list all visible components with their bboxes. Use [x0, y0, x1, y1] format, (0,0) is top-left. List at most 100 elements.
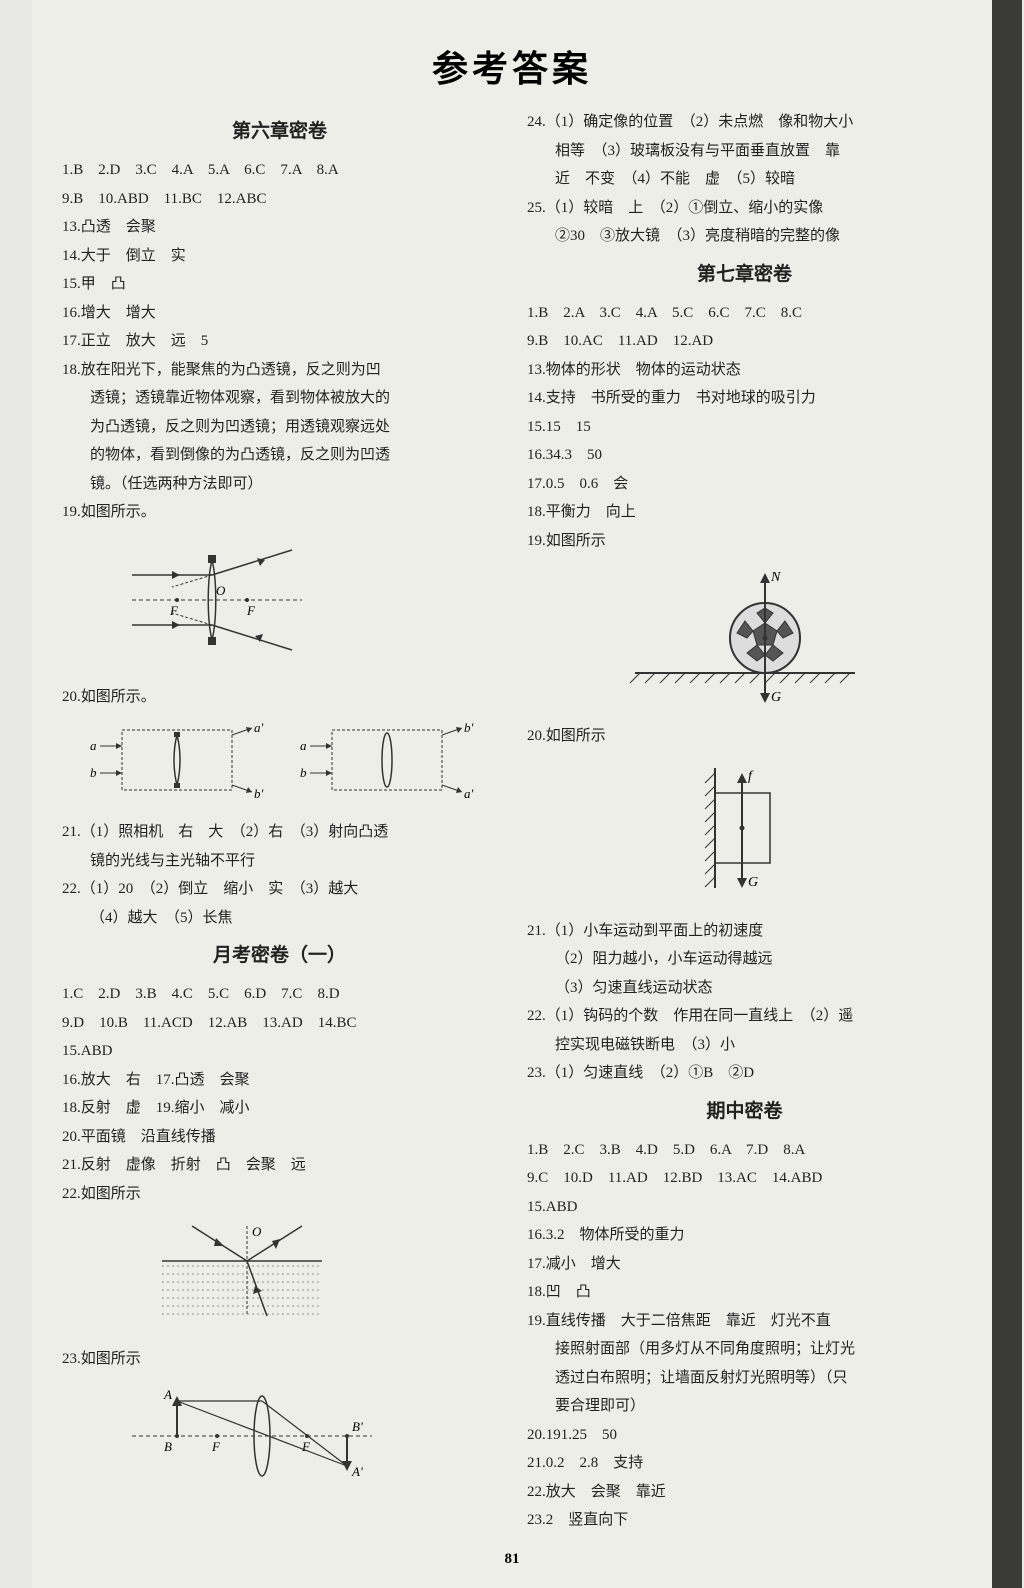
answer-line: 透过白布照明；让墙面反射灯光照明等）（只 — [527, 1364, 962, 1393]
answer-line: 22.放大 会聚 靠近 — [527, 1478, 962, 1507]
answer-line: 18.平衡力 向上 — [527, 498, 962, 527]
answer-line: （3）匀速直线运动状态 — [527, 974, 962, 1003]
section-title-monthly1: 月考密卷（一） — [62, 938, 497, 974]
page-number: 81 — [62, 1551, 962, 1568]
answer-line: 9.B 10.AC 11.AD 12.AD — [527, 327, 962, 356]
figure-ball-forces: N G — [527, 563, 962, 714]
answer-line: 14.支持 书所受的重力 书对地球的吸引力 — [527, 384, 962, 413]
svg-text:b: b — [300, 765, 307, 780]
answer-line: 16.34.3 50 — [527, 441, 962, 470]
svg-text:A: A — [163, 1387, 172, 1402]
answer-line: 17.0.5 0.6 会 — [527, 470, 962, 499]
answer-line: 控实现电磁铁断电 （3）小 — [527, 1031, 962, 1060]
answer-line: 15.ABD — [62, 1037, 497, 1066]
answer-line: 要合理即可） — [527, 1392, 962, 1421]
answer-line: 镜。（任选两种方法即可） — [62, 470, 497, 499]
answer-line: 18.放在阳光下，能聚焦的为凸透镜，反之则为凹 — [62, 356, 497, 385]
answer-line: 15.15 15 — [527, 413, 962, 442]
answer-line: 为凸透镜，反之则为凹透镜；用透镜观察远处 — [62, 413, 497, 442]
left-column: 第六章密卷 1.B 2.D 3.C 4.A 5.A 6.C 7.A 8.A 9.… — [62, 108, 497, 1535]
answer-line: 21.（1）照相机 右 大 （2）右 （3）射向凸透 — [62, 818, 497, 847]
answer-line: 17.正立 放大 远 5 — [62, 327, 497, 356]
svg-text:a: a — [300, 738, 307, 753]
answer-line: 13.物体的形状 物体的运动状态 — [527, 356, 962, 385]
answer-line: 20.平面镜 沿直线传播 — [62, 1123, 497, 1152]
answer-line: 16.增大 增大 — [62, 299, 497, 328]
section-title-ch6: 第六章密卷 — [62, 114, 497, 150]
svg-text:F: F — [211, 1439, 221, 1454]
label-O: O — [216, 583, 226, 598]
figure-lens-diagram-20: a b a' b' a b b' — [82, 720, 497, 811]
answer-line: 的物体，看到倒像的为凸透镜，反之则为凹透 — [62, 441, 497, 470]
answer-line: 23.如图所示 — [62, 1345, 497, 1374]
answer-line: 相等 （3）玻璃板没有与平面垂直放置 靠 — [527, 137, 962, 166]
answer-line: 15.甲 凸 — [62, 270, 497, 299]
svg-text:A': A' — [351, 1464, 363, 1479]
answer-line: 16.3.2 物体所受的重力 — [527, 1221, 962, 1250]
answer-line: 24.（1）确定像的位置 （2）未点燃 像和物大小 — [527, 108, 962, 137]
figure-block-wall: f G — [527, 758, 962, 909]
answer-line: 22.（1）钩码的个数 作用在同一直线上 （2）遥 — [527, 1002, 962, 1031]
answer-line: 21.0.2 2.8 支持 — [527, 1449, 962, 1478]
answer-line: 14.大于 倒立 实 — [62, 242, 497, 271]
answer-line: 13.凸透 会聚 — [62, 213, 497, 242]
label-F: F — [246, 603, 256, 618]
answer-line: 9.C 10.D 11.AD 12.BD 13.AC 14.ABD — [527, 1164, 962, 1193]
answer-line: （2）阻力越小，小车运动得越远 — [527, 945, 962, 974]
answer-line: 近 不变 （4）不能 虚 （5）较暗 — [527, 165, 962, 194]
answer-line: 1.B 2.D 3.C 4.A 5.A 6.C 7.A 8.A — [62, 156, 497, 185]
svg-text:a: a — [90, 738, 97, 753]
figure-lens-diagram-19: F F O — [102, 535, 497, 676]
answer-line: 18.凹 凸 — [527, 1278, 962, 1307]
answer-line: 17.减小 增大 — [527, 1250, 962, 1279]
answer-line: 接照射面部（用多灯从不同角度照明；让灯光 — [527, 1335, 962, 1364]
answer-line: 1.C 2.D 3.B 4.C 5.C 6.D 7.C 8.D — [62, 980, 497, 1009]
two-column-layout: 第六章密卷 1.B 2.D 3.C 4.A 5.A 6.C 7.A 8.A 9.… — [62, 108, 962, 1535]
svg-text:G: G — [771, 690, 781, 703]
svg-text:G: G — [748, 875, 758, 890]
main-title: 参考答案 — [62, 40, 962, 92]
answer-line: 21.反射 虚像 折射 凸 会聚 远 — [62, 1151, 497, 1180]
answer-line: 21.（1）小车运动到平面上的初速度 — [527, 917, 962, 946]
label-F: F — [169, 603, 179, 618]
answer-line: 9.B 10.ABD 11.BC 12.ABC — [62, 185, 497, 214]
answer-line: 透镜；透镜靠近物体观察，看到物体被放大的 — [62, 384, 497, 413]
answer-line: 19.如图所示。 — [62, 498, 497, 527]
svg-text:f: f — [748, 769, 754, 784]
svg-text:b': b' — [254, 786, 264, 800]
answer-line: 1.B 2.C 3.B 4.D 5.D 6.A 7.D 8.A — [527, 1136, 962, 1165]
answer-line: 20.191.25 50 — [527, 1421, 962, 1450]
right-column: 24.（1）确定像的位置 （2）未点燃 像和物大小 相等 （3）玻璃板没有与平面… — [527, 108, 962, 1535]
svg-text:B': B' — [352, 1419, 363, 1434]
answer-line: 15.ABD — [527, 1193, 962, 1222]
svg-text:N: N — [770, 570, 781, 585]
answer-line: 22.（1）20 （2）倒立 缩小 实 （3）越大 — [62, 875, 497, 904]
answer-line: 1.B 2.A 3.C 4.A 5.C 6.C 7.C 8.C — [527, 299, 962, 328]
answer-line: 23.2 竖直向下 — [527, 1506, 962, 1535]
answer-line: 16.放大 右 17.凸透 会聚 — [62, 1066, 497, 1095]
answer-line: 9.D 10.B 11.ACD 12.AB 13.AD 14.BC — [62, 1009, 497, 1038]
svg-text:b': b' — [464, 720, 474, 735]
answer-line: 20.如图所示 — [527, 722, 962, 751]
svg-text:b: b — [90, 765, 97, 780]
svg-text:a': a' — [254, 720, 264, 735]
answer-line: 20.如图所示。 — [62, 683, 497, 712]
answer-line: 25.（1）较暗 上 （2）①倒立、缩小的实像 — [527, 194, 962, 223]
section-title-ch7: 第七章密卷 — [527, 257, 962, 293]
answer-line: （4）越大 （5）长焦 — [62, 904, 497, 933]
svg-text:O: O — [252, 1224, 262, 1239]
answer-line: 22.如图所示 — [62, 1180, 497, 1209]
binding-edge — [992, 0, 1022, 1588]
answer-line: 18.反射 虚 19.缩小 减小 — [62, 1094, 497, 1123]
answer-line: 19.直线传播 大于二倍焦距 靠近 灯光不直 — [527, 1307, 962, 1336]
answer-line: 19.如图所示 — [527, 527, 962, 556]
figure-lens-image-23: A B F F B' A' — [122, 1381, 497, 1492]
answer-line: ②30 ③放大镜 （3）亮度稍暗的完整的像 — [527, 222, 962, 251]
answer-line: 23.（1）匀速直线 （2）①B ②D — [527, 1059, 962, 1088]
answer-line: 镜的光线与主光轴不平行 — [62, 847, 497, 876]
svg-text:B: B — [164, 1439, 172, 1454]
page-container: 参考答案 第六章密卷 1.B 2.D 3.C 4.A 5.A 6.C 7.A 8… — [32, 0, 992, 1588]
figure-refraction-22: O — [152, 1216, 497, 1337]
section-title-midterm: 期中密卷 — [527, 1094, 962, 1130]
svg-text:a': a' — [464, 786, 474, 800]
